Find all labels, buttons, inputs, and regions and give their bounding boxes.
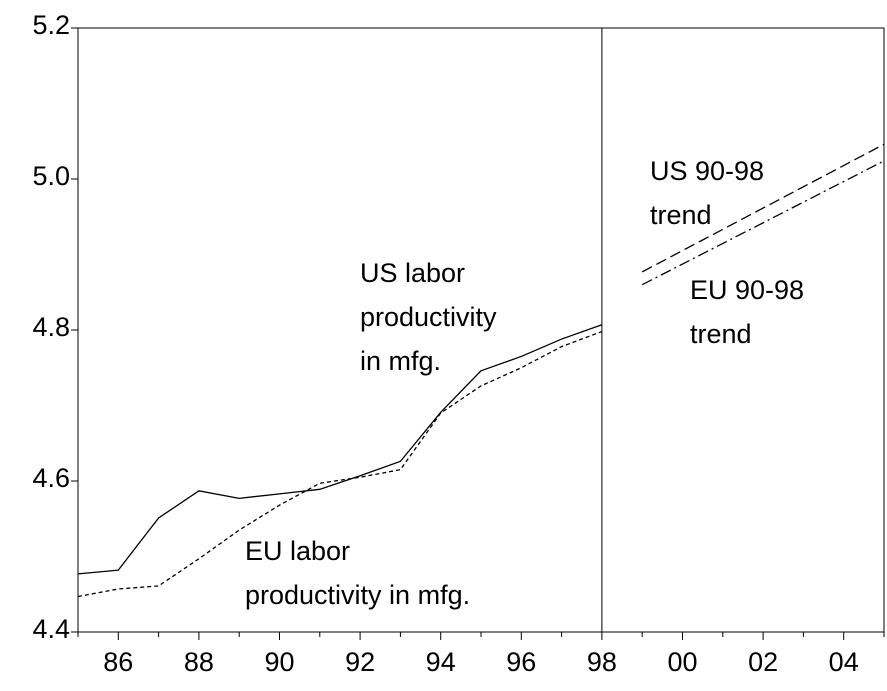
series-line xyxy=(77,324,603,575)
x-tick-label: 86 xyxy=(103,647,133,677)
x-tick-label: 96 xyxy=(506,647,536,677)
series-line xyxy=(641,160,885,286)
annotation: US 90-98 xyxy=(650,156,764,186)
x-tick-label: 88 xyxy=(184,647,214,677)
series-line xyxy=(641,143,885,273)
y-tick-label: 4.6 xyxy=(32,463,70,493)
x-tick-label: 00 xyxy=(667,647,697,677)
annotation: US labor xyxy=(360,258,465,288)
y-tick-label: 4.8 xyxy=(32,312,70,342)
y-tick-label: 4.4 xyxy=(32,614,70,644)
annotation: productivity xyxy=(360,302,497,332)
x-tick-label: 90 xyxy=(264,647,294,677)
annotation: in mfg. xyxy=(360,346,441,376)
x-tick-label: 02 xyxy=(748,647,778,677)
y-tick-label: 5.2 xyxy=(32,10,70,40)
y-tick-label: 5.0 xyxy=(32,161,70,191)
annotation: trend xyxy=(690,319,752,349)
x-tick-label: 04 xyxy=(829,647,859,677)
x-tick-label: 94 xyxy=(426,647,456,677)
annotation: productivity in mfg. xyxy=(245,580,470,610)
annotation: trend xyxy=(650,200,712,230)
annotation: EU labor xyxy=(245,536,350,566)
annotation: EU 90-98 xyxy=(690,275,804,305)
x-tick-label: 98 xyxy=(587,647,617,677)
x-tick-label: 92 xyxy=(345,647,375,677)
